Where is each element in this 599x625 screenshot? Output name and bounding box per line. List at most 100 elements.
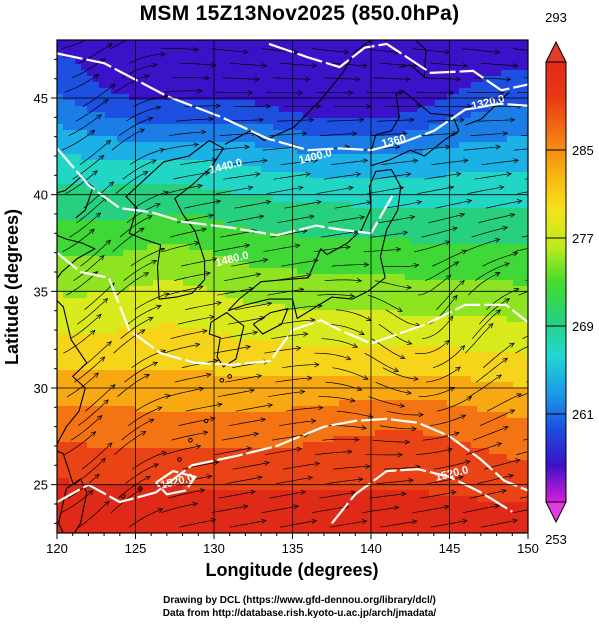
field-cell [219, 256, 226, 263]
field-cell [435, 172, 442, 179]
field-cell [159, 316, 166, 323]
field-cell [513, 364, 520, 371]
field-cell [291, 118, 298, 125]
field-cell [453, 364, 460, 371]
field-cell [345, 76, 352, 83]
field-cell [207, 130, 214, 137]
field-cell [399, 46, 406, 53]
field-cell [255, 118, 262, 125]
field-cell [147, 388, 154, 395]
field-cell [255, 220, 262, 227]
field-cell [267, 316, 274, 323]
field-cell [225, 382, 232, 389]
field-cell [105, 124, 112, 131]
field-cell [375, 394, 382, 401]
field-cell [447, 268, 454, 275]
field-cell [249, 382, 256, 389]
field-cell [195, 184, 202, 191]
field-cell [111, 406, 118, 413]
field-cell [483, 364, 490, 371]
field-cell [165, 58, 172, 65]
field-cell [483, 250, 490, 257]
field-cell [189, 106, 196, 113]
field-cell [513, 256, 520, 263]
field-cell [171, 250, 178, 257]
field-cell [513, 286, 520, 293]
field-cell [159, 418, 166, 425]
field-cell [165, 112, 172, 119]
field-cell [477, 88, 484, 95]
field-cell [57, 256, 64, 263]
field-cell [501, 286, 508, 293]
field-cell [465, 178, 472, 185]
field-cell [231, 58, 238, 65]
field-cell [231, 268, 238, 275]
field-cell [483, 328, 490, 335]
field-cell [219, 280, 226, 287]
field-cell [483, 112, 490, 119]
field-cell [393, 136, 400, 143]
field-cell [93, 394, 100, 401]
field-cell [471, 262, 478, 269]
field-cell [387, 58, 394, 65]
field-cell [381, 274, 388, 281]
field-cell [357, 94, 364, 101]
field-cell [165, 292, 172, 299]
field-cell [327, 94, 334, 101]
field-cell [243, 220, 250, 227]
field-cell [273, 202, 280, 209]
field-cell [261, 364, 268, 371]
field-cell [177, 304, 184, 311]
field-cell [399, 100, 406, 107]
field-cell [183, 412, 190, 419]
field-cell [147, 118, 154, 125]
field-cell [111, 298, 118, 305]
field-cell [525, 304, 528, 311]
field-cell [141, 244, 148, 251]
field-cell [477, 190, 484, 197]
field-cell [111, 106, 118, 113]
field-cell [423, 220, 430, 227]
field-cell [189, 76, 196, 83]
field-cell [507, 382, 514, 389]
field-cell [375, 184, 382, 191]
field-cell [453, 58, 460, 65]
field-cell [501, 166, 508, 173]
field-cell [123, 274, 130, 281]
field-cell [429, 262, 436, 269]
field-cell [411, 352, 418, 359]
field-cell [525, 388, 528, 395]
field-cell [75, 124, 82, 131]
field-cell [369, 88, 376, 95]
field-cell [327, 190, 334, 197]
field-cell [147, 70, 154, 77]
field-cell [435, 100, 442, 107]
field-cell [63, 40, 70, 47]
field-cell [291, 172, 298, 179]
field-cell [213, 172, 220, 179]
field-cell [237, 58, 244, 65]
field-cell [225, 298, 232, 305]
field-cell [405, 382, 412, 389]
field-cell [471, 352, 478, 359]
field-cell [513, 214, 520, 221]
field-cell [159, 280, 166, 287]
field-cell [63, 94, 70, 101]
field-cell [81, 250, 88, 257]
field-cell [159, 70, 166, 77]
field-cell [219, 352, 226, 359]
field-cell [381, 406, 388, 413]
field-cell [189, 148, 196, 155]
field-cell [183, 286, 190, 293]
field-cell [225, 352, 232, 359]
field-cell [225, 100, 232, 107]
field-cell [363, 232, 370, 239]
field-cell [519, 160, 526, 167]
field-cell [303, 172, 310, 179]
field-cell [297, 100, 304, 107]
field-cell [231, 124, 238, 131]
field-cell [273, 310, 280, 317]
field-cell [471, 346, 478, 353]
field-cell [519, 250, 526, 257]
field-cell [207, 298, 214, 305]
